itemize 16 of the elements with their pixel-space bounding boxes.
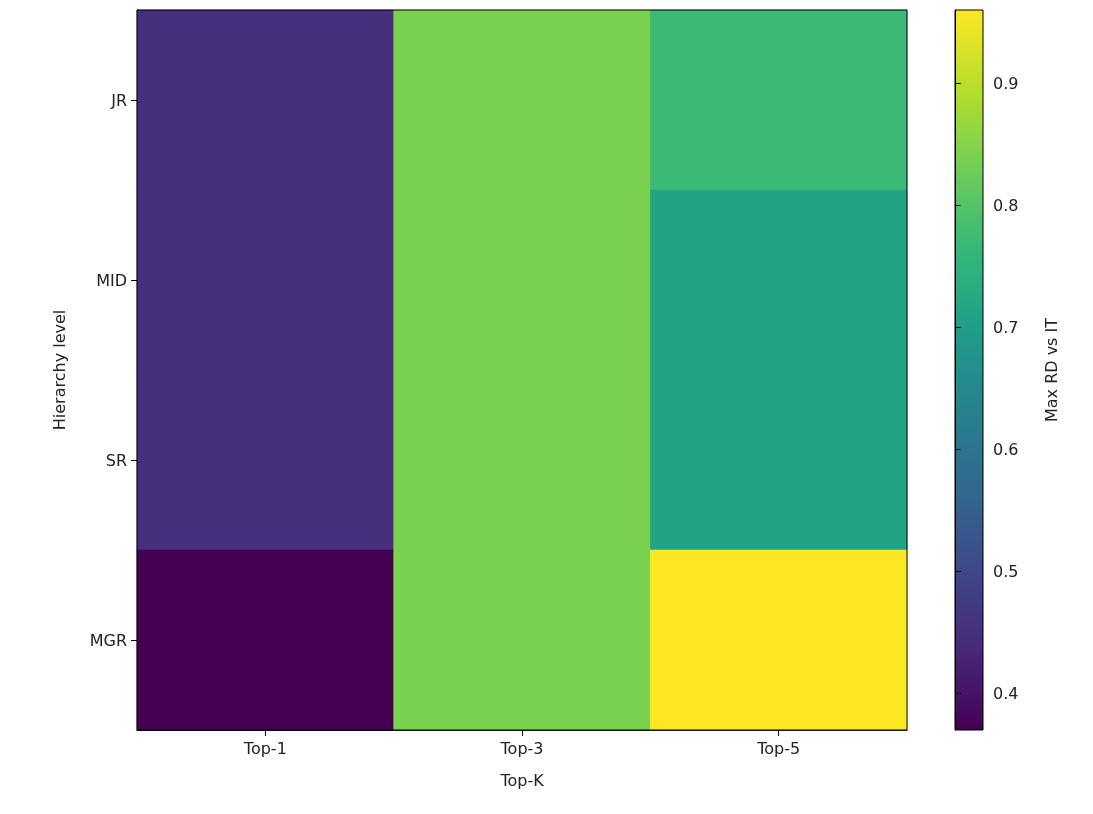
- y-axis-title: Hierarchy level: [49, 309, 69, 431]
- x-axis-title: Top-K: [499, 770, 545, 790]
- x-tick-label: Top-1: [242, 738, 287, 758]
- x-tick-label: Top-3: [499, 738, 544, 758]
- y-tick-label: SR: [105, 450, 127, 470]
- color-bar-label: 0.7: [993, 317, 1019, 337]
- color-bar-label: 0.8: [993, 195, 1019, 215]
- color-bar-label: 0.6: [993, 439, 1019, 459]
- y-tick-label: MGR: [89, 630, 127, 650]
- y-tick-label: JR: [110, 90, 127, 110]
- x-tick-label: Top-5: [756, 738, 801, 758]
- y-tick-label: MID: [96, 270, 127, 290]
- color-bar-label: 0.9: [993, 73, 1019, 93]
- color-bar-label: 0.4: [993, 683, 1019, 703]
- color-bar-title: Max RD vs IT: [1041, 317, 1061, 423]
- color-bar-label: 0.5: [993, 561, 1019, 581]
